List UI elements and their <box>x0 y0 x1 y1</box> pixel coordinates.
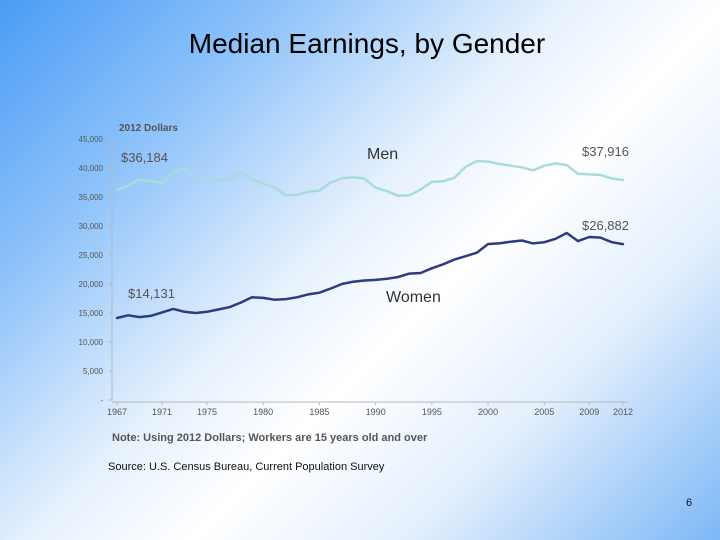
women-series-label: Women <box>386 289 441 306</box>
y-tick-label: 5,000 <box>83 367 104 376</box>
chart-note: Note: Using 2012 Dollars; Workers are 15… <box>112 432 428 444</box>
y-tick-label: 35,000 <box>79 193 104 202</box>
y-tick-label: 30,000 <box>79 222 104 231</box>
women-start-value-label: $14,131 <box>128 286 175 301</box>
women-end-value-label: $26,882 <box>582 218 629 233</box>
x-tick-label: 2012 <box>613 407 633 417</box>
slide-title: Median Earnings, by Gender <box>188 28 546 59</box>
x-tick-label: 1971 <box>152 407 172 417</box>
x-tick-label: 1975 <box>197 407 217 417</box>
page-number: 6 <box>686 497 693 509</box>
women-series-line <box>115 231 625 320</box>
x-tick-label: 2009 <box>579 407 599 417</box>
men-start-value-label: $36,184 <box>121 150 168 165</box>
men-series-line <box>115 159 625 198</box>
x-tick-label: 2000 <box>478 407 498 417</box>
x-tick-label: 1985 <box>309 407 329 417</box>
x-tick-label: 1990 <box>366 407 386 417</box>
x-tick-label: 1980 <box>253 407 273 417</box>
chart-unit-label: 2012 Dollars <box>119 123 178 134</box>
source-citation: Source: U.S. Census Bureau, Current Popu… <box>108 461 385 473</box>
y-tick-label: 40,000 <box>79 164 104 173</box>
x-tick-label: 1995 <box>422 407 442 417</box>
y-tick-label: 25,000 <box>79 251 104 260</box>
x-tick-label: 2005 <box>534 407 554 417</box>
y-tick-label: 45,000 <box>79 135 104 144</box>
y-tick-label: 15,000 <box>79 309 104 318</box>
men-end-value-label: $37,916 <box>582 144 629 159</box>
y-tick-label: 10,000 <box>79 338 104 347</box>
men-series-label: Men <box>367 146 398 163</box>
y-tick-label: - <box>100 396 103 405</box>
x-tick-label: 1967 <box>107 407 127 417</box>
y-tick-label: 20,000 <box>79 280 104 289</box>
